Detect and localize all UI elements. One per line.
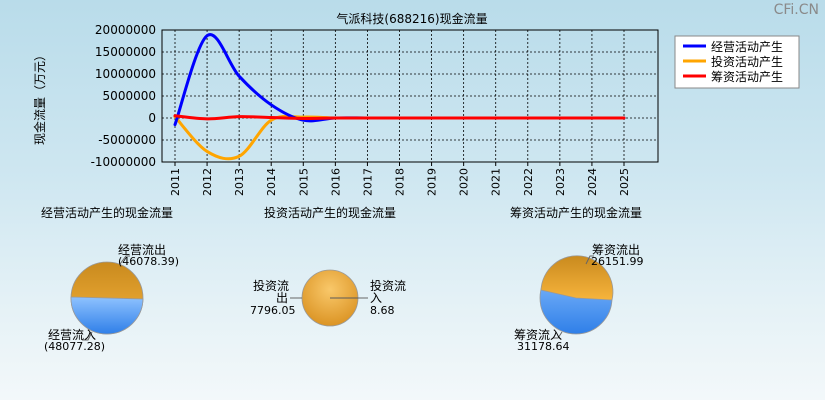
x-ticks: 2011 2012 2013 2014 2015 2016 2017 2018 2019 2020…	[169, 162, 631, 196]
pie-operating-outflow-leader	[119, 255, 130, 265]
pie-investing-outflow-label-line2: 出	[276, 291, 288, 305]
x-tick-label: 2025	[618, 168, 631, 196]
y-tick-label: 15000000	[95, 45, 156, 59]
pie-financing-inflow-value: 31178.64	[517, 340, 570, 353]
x-tick-label: 2024	[586, 168, 599, 196]
y-tick-label: 10000000	[95, 67, 156, 81]
legend: 经营活动产生 投资活动产生 筹资活动产生	[674, 35, 800, 89]
pie-operating: 经营流出 (46078.39) 经营流入 (48077.28)	[44, 243, 179, 353]
pie-investing-inflow-value: 8.68	[370, 304, 395, 317]
pie-financing-inflow-label: 筹资流入	[514, 328, 562, 342]
x-tick-label: 2018	[394, 168, 407, 196]
legend-label-operating: 经营活动产生	[711, 40, 783, 54]
y-tick-label: -10000000	[91, 155, 156, 169]
legend-label-financing: 筹资活动产生	[711, 70, 783, 84]
series-line-financing	[173, 114, 626, 121]
x-tick-label: 2019	[426, 168, 439, 196]
x-tick-label: 2016	[329, 168, 342, 196]
pie-financing-outflow-slice	[540, 255, 614, 301]
pie-investing-title: 投资活动产生的现金流量	[264, 205, 396, 220]
pie-investing: 投资流 出 7796.05 投资流 入 8.68	[250, 269, 406, 327]
y-tick-label: 0	[148, 111, 156, 125]
y-tick-label: -5000000	[98, 133, 156, 147]
plot-frame	[161, 29, 659, 163]
pie-financing-outflow-leader	[585, 255, 594, 265]
pie-operating-inflow-slice	[70, 296, 144, 335]
series-lines	[173, 33, 626, 161]
pie-operating-outflow-value: (46078.39)	[118, 255, 179, 268]
pie-investing-inflow-label-line1: 投资流	[370, 278, 406, 293]
x-tick-label: 2011	[169, 168, 182, 196]
chart-title: 气派科技(688216)现金流量	[336, 11, 487, 26]
x-tick-label: 2022	[522, 168, 535, 196]
y-tick-label: 20000000	[95, 23, 156, 37]
y-axis-label: 现金流量（万元）	[32, 49, 47, 145]
pie-financing-outflow-label: 筹资流出	[592, 243, 640, 257]
pie-investing-inflow-label-line2: 入	[370, 291, 382, 305]
pie-operating-title: 经营活动产生的现金流量	[41, 205, 173, 220]
x-tick-label: 2013	[233, 168, 246, 196]
x-tick-label: 2020	[458, 168, 471, 196]
watermark: CFi.CN	[773, 2, 819, 18]
pie-financing-inflow-leader	[553, 331, 563, 339]
x-tick-label: 2021	[490, 168, 503, 196]
y-ticks: 20000000 15000000 10000000 5000000 0 -5000000…	[91, 23, 156, 169]
y-tick-label: 5000000	[103, 89, 156, 103]
pie-operating-inflow-value: (48077.28)	[44, 340, 105, 353]
x-tick-label: 2017	[361, 168, 374, 196]
pie-operating-outflow-label: 经营流出	[118, 243, 166, 257]
pie-financing-title: 筹资活动产生的现金流量	[510, 205, 642, 220]
legend-label-investing: 投资活动产生	[711, 54, 783, 69]
pie-operating-inflow-label: 经营流入	[48, 328, 96, 342]
x-tick-label: 2014	[265, 168, 278, 196]
pie-investing-outflow-value: 7796.05	[250, 304, 296, 317]
grid	[162, 29, 658, 163]
x-tick-label: 2023	[554, 168, 567, 196]
pie-investing-outflow-label-line1: 投资流	[253, 278, 289, 293]
pie-financing: 筹资流出 26151.99 筹资流入 31178.64	[514, 243, 644, 353]
x-tick-label: 2015	[297, 168, 310, 196]
pie-financing-outflow-value: 26151.99	[591, 255, 644, 268]
pie-operating-inflow-leader	[82, 331, 93, 341]
x-tick-label: 2012	[201, 168, 214, 196]
